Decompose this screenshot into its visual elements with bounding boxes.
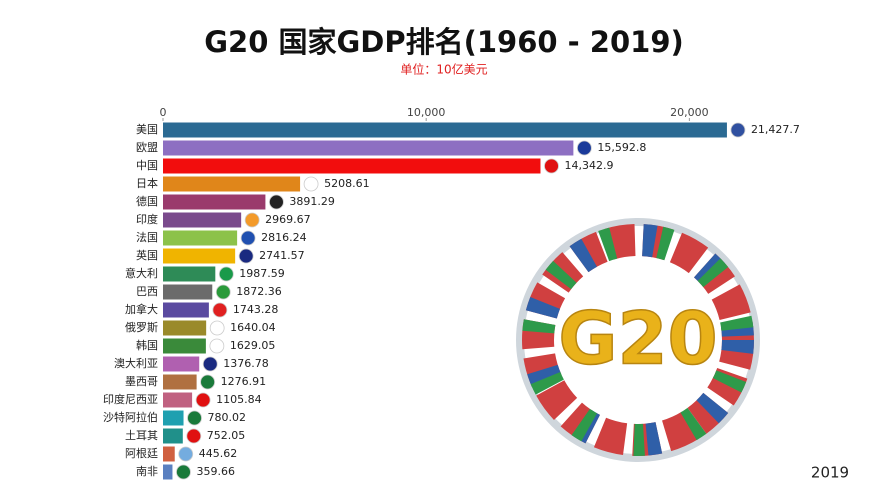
y-tick-label: 土耳其 [125,429,158,442]
value-label: 2741.57 [259,249,305,262]
flag-icon [186,428,202,444]
bar [163,374,197,390]
value-label: 1376.78 [223,357,269,370]
logo-flag-ring-2 [522,224,754,456]
value-label: 14,342.9 [564,159,613,172]
bar [163,176,301,192]
flag-icon [576,140,592,156]
bar [163,158,541,174]
bar [163,212,242,228]
y-tick-label: 南非 [136,465,158,478]
bar [163,230,238,246]
chart-title: G20 国家GDP排名(1960 - 2019) [204,25,684,59]
y-tick-label: 澳大利亚 [114,356,158,370]
bar [163,428,183,444]
logo-text: G20 [558,297,717,381]
bar [163,392,193,408]
value-label: 1276.91 [221,375,267,388]
y-tick-label: 法国 [136,230,158,244]
logo-flag-ring-3 [522,224,754,456]
x-tick-label: 20,000 [670,106,709,119]
flag-icon [303,176,319,192]
value-label: 3891.29 [289,195,335,208]
chart-subtitle: 单位：10亿美元 [400,62,487,77]
value-label: 359.66 [196,465,235,478]
bar [163,320,207,336]
bar [163,302,209,318]
flag-icon [544,158,559,174]
value-label: 1872.36 [236,285,281,298]
flag-icon [730,122,746,138]
flag-icon [215,284,231,300]
bar [163,446,175,462]
value-label: 1105.84 [216,393,262,406]
flag-icon [212,302,228,318]
flag-icon [244,212,260,228]
value-label: 5208.61 [324,177,370,190]
flag-icon [238,248,254,264]
value-label: 15,592.8 [597,141,646,154]
y-tick-label: 沙特阿拉伯 [103,410,158,424]
flag-icon [202,356,218,372]
flag-icon [195,392,211,408]
bar [163,266,216,282]
year-label: 2019 [811,464,849,482]
flag-icon [200,374,216,390]
y-tick-label: 意大利 [125,266,158,280]
y-tick-label: 墨西哥 [125,375,158,388]
y-tick-label: 德国 [136,194,158,208]
value-label: 2969.67 [265,213,311,226]
x-tick-label: 0 [160,106,167,119]
bar [163,410,184,426]
x-tick-label: 10,000 [407,106,446,119]
flag-icon [209,338,225,354]
y-tick-label: 巴西 [136,285,158,298]
value-label: 780.02 [208,411,247,424]
y-tick-label: 印度尼西亚 [103,392,158,406]
y-tick-label: 中国 [136,159,158,172]
value-label: 1987.59 [239,267,285,280]
bar [163,140,574,156]
bar [163,356,200,372]
y-tick-label: 俄罗斯 [125,321,158,334]
flag-icon [176,464,191,480]
flag-icon [187,410,202,426]
bar [163,284,213,300]
y-tick-label: 日本 [136,176,158,190]
bar [163,122,727,138]
value-label: 1629.05 [230,339,276,352]
y-tick-label: 阿根廷 [125,446,158,460]
value-label: 752.05 [207,429,246,442]
y-tick-label: 加拿大 [125,302,158,316]
g20-logo: G20 [516,218,760,462]
value-label: 1743.28 [233,303,278,316]
y-tick-label: 韩国 [136,338,158,352]
y-tick-label: 印度 [136,212,158,226]
flag-icon [269,194,284,210]
value-label: 1640.04 [230,321,276,334]
bar [163,248,236,264]
logo-outer-ring [516,218,760,462]
value-label: 21,427.7 [751,123,800,136]
flag-icon [240,230,256,246]
flag-icon [218,266,234,282]
flag-icon [209,320,225,336]
bar [163,338,206,354]
flag-icon [178,446,194,462]
y-tick-label: 欧盟 [136,141,158,154]
bar [163,194,266,210]
bar [163,464,173,480]
value-label: 2816.24 [261,231,307,244]
value-label: 445.62 [199,447,238,460]
y-tick-label: 英国 [136,248,158,262]
logo-center [556,258,720,422]
y-tick-label: 美国 [136,123,158,136]
